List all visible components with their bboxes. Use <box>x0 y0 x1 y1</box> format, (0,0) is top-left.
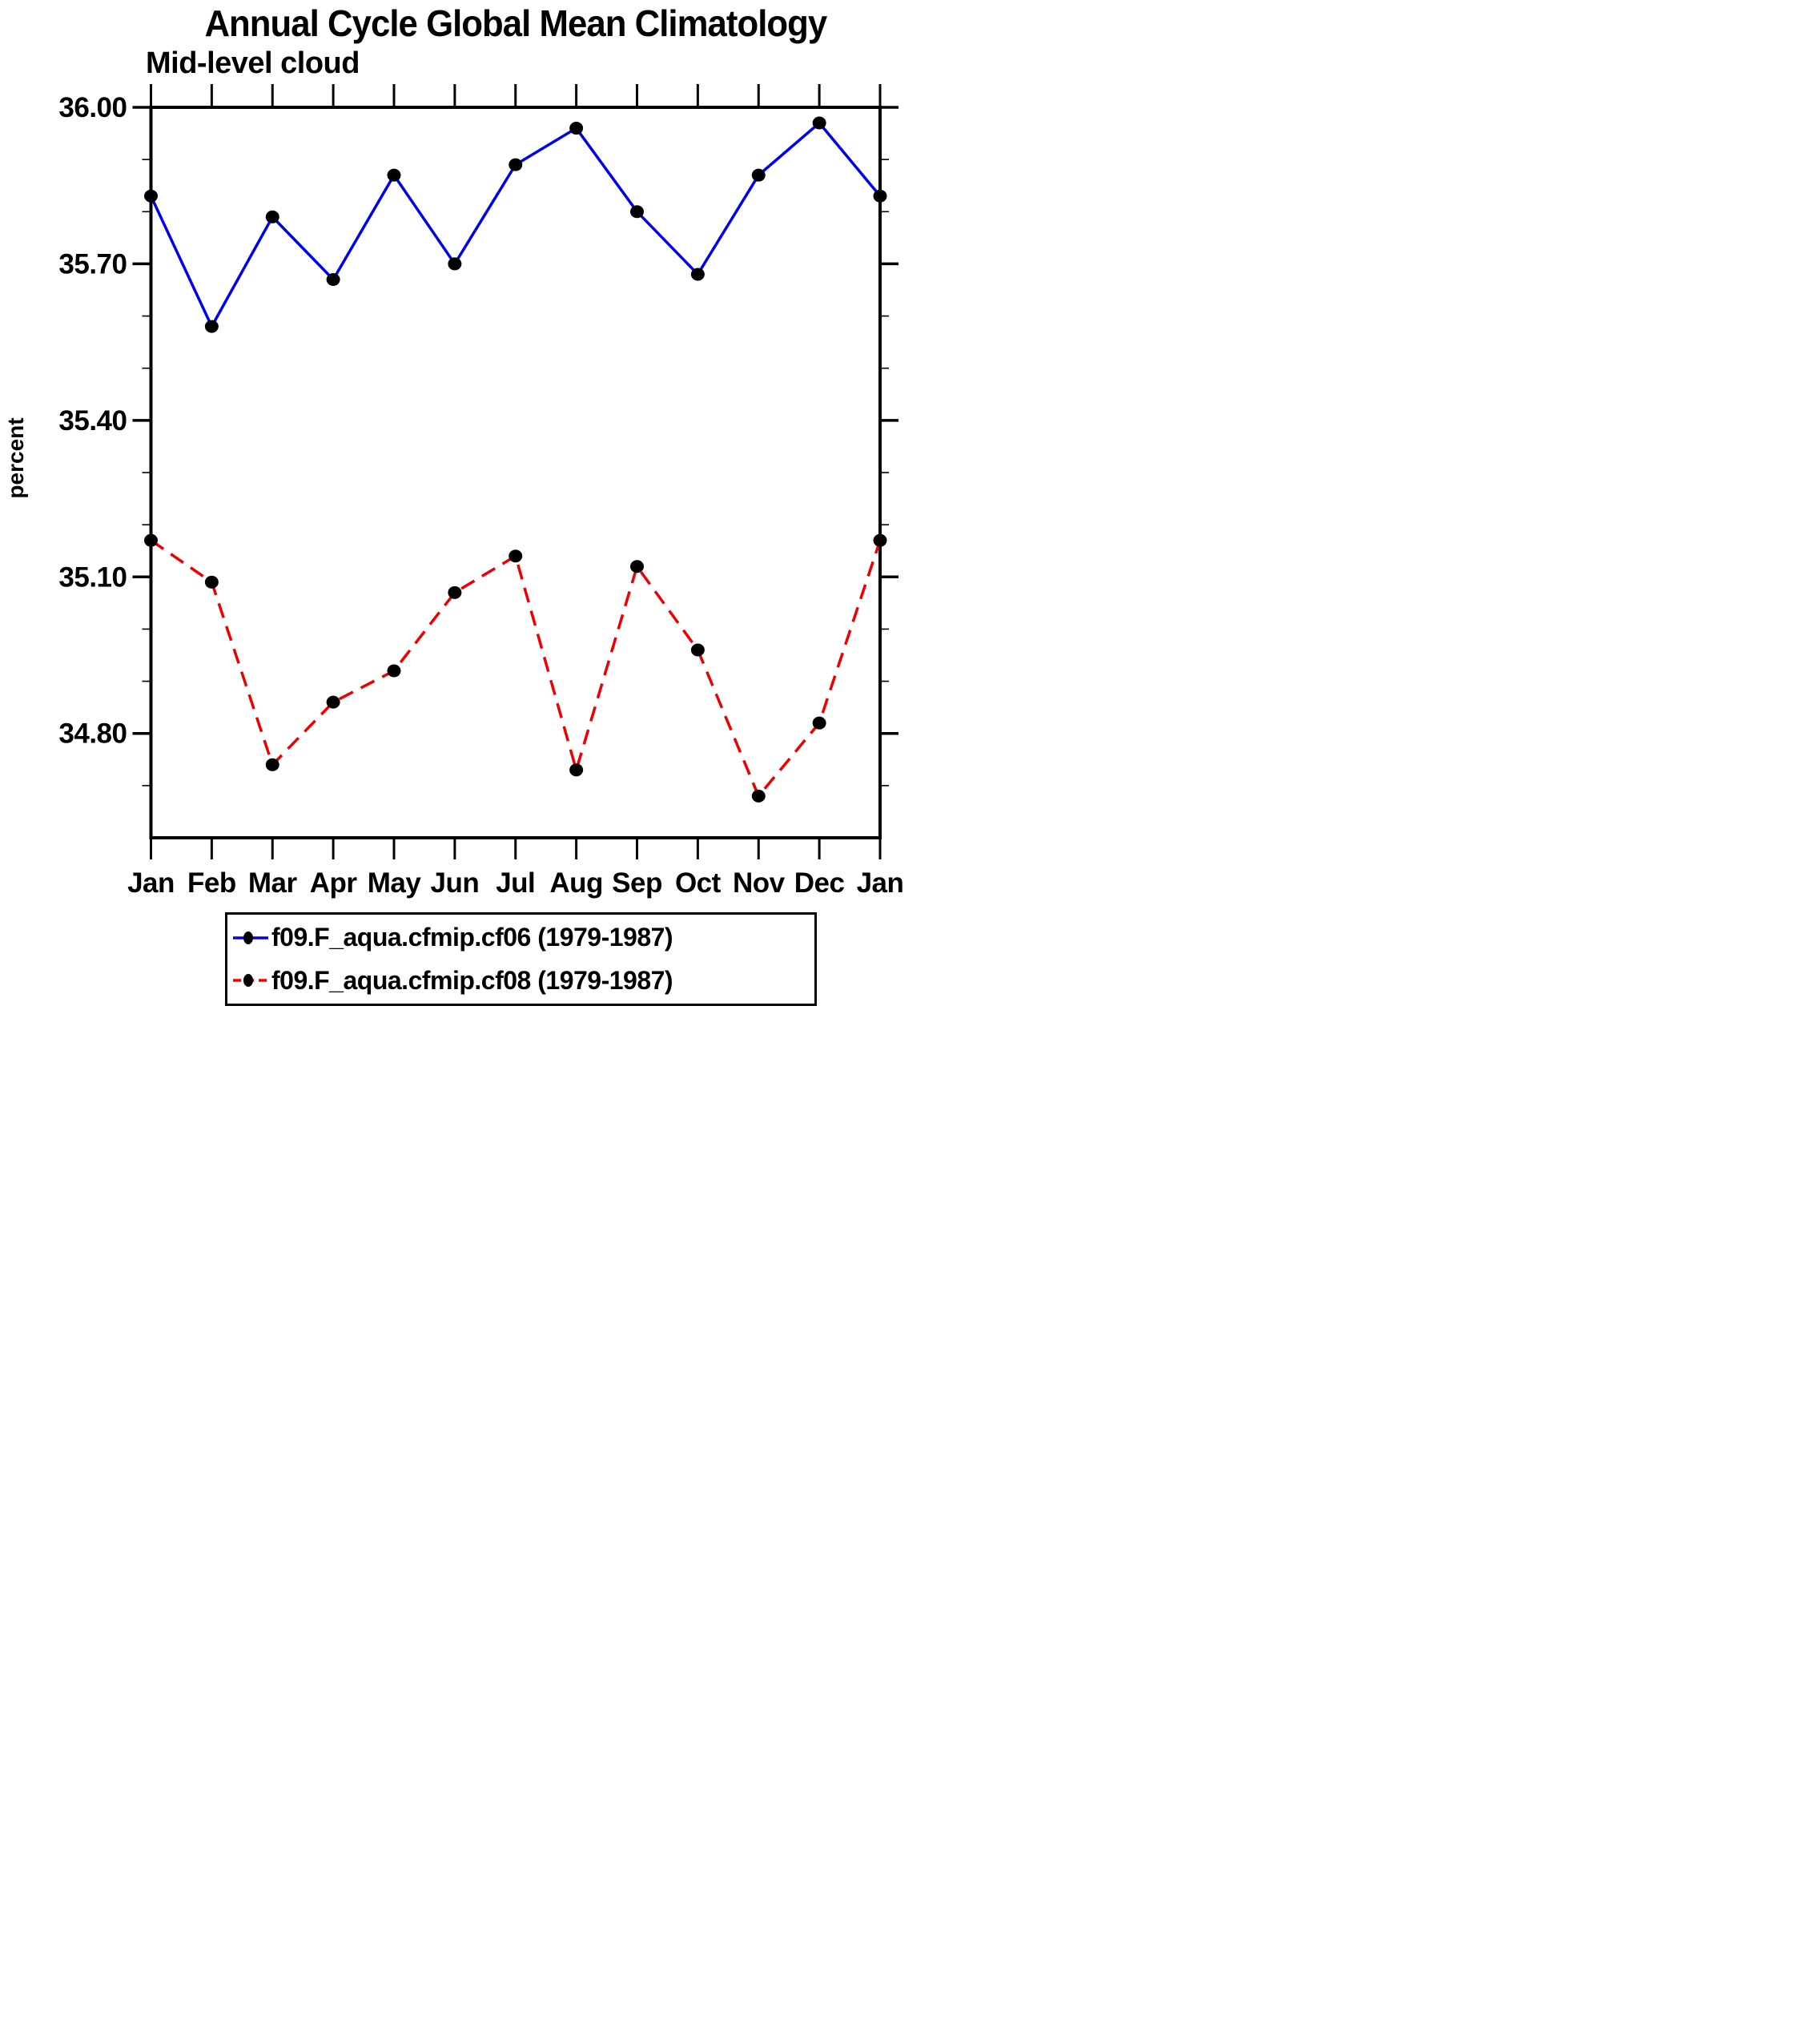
data-point-marker <box>265 210 279 223</box>
legend-line-sample-solid <box>233 931 268 944</box>
data-point-marker <box>387 664 401 678</box>
legend-row-cf08: f09.F_aqua.cfmip.cf08 (1979-1987) <box>232 961 814 1001</box>
data-point-marker <box>448 585 462 599</box>
x-axis-tick-label: Feb <box>187 867 236 899</box>
data-point-marker <box>204 575 219 589</box>
data-point-marker <box>569 763 584 777</box>
data-point-marker <box>204 320 219 333</box>
x-axis-tick-label: Jun <box>431 867 480 899</box>
data-point-marker <box>509 158 523 171</box>
data-point-marker <box>509 549 523 563</box>
y-axis-tick-label: 35.40 <box>58 405 127 437</box>
series-line-solid <box>149 121 882 330</box>
legend-marker-dot <box>243 974 253 988</box>
y-axis-tick-label: 36.00 <box>58 92 127 123</box>
data-point-marker <box>873 533 887 547</box>
legend-box: f09.F_aqua.cfmip.cf06 (1979-1987) f09.F_… <box>225 912 817 1006</box>
legend-label-cf08: f09.F_aqua.cfmip.cf08 (1979-1987) <box>271 965 673 995</box>
x-axis-tick-label: Aug <box>549 867 603 899</box>
data-point-marker <box>326 695 340 709</box>
legend-line-sample-dashed <box>233 974 268 988</box>
legend-row-cf06: f09.F_aqua.cfmip.cf06 (1979-1987) <box>232 918 814 958</box>
chart-subtitle: Mid-level cloud <box>146 46 360 80</box>
data-point-marker <box>751 789 766 803</box>
y-axis-tick-label: 34.80 <box>58 718 127 750</box>
data-point-marker <box>873 189 887 203</box>
data-point-marker <box>630 205 644 219</box>
data-point-marker <box>144 533 158 547</box>
x-axis-tick-label: Dec <box>794 867 845 899</box>
x-axis-tick-label: Mar <box>248 867 298 899</box>
data-point-marker <box>144 189 158 203</box>
x-axis-tick-label: Jan <box>127 867 175 899</box>
data-point-marker <box>387 168 401 182</box>
x-axis-tick-label: Apr <box>310 867 358 899</box>
x-axis-tick-label: Jan <box>857 867 902 899</box>
data-point-marker <box>751 168 766 182</box>
series-line-dashed <box>150 539 882 799</box>
y-axis-tick-label: 35.10 <box>58 561 127 593</box>
x-axis-tick-label: Sep <box>612 867 662 899</box>
data-point-marker <box>326 272 340 286</box>
data-point-marker <box>569 122 584 135</box>
data-point-marker <box>448 257 462 271</box>
chart-page: Annual Cycle Global Mean Climatology Mid… <box>0 0 902 1022</box>
data-point-marker <box>812 716 826 730</box>
y-axis-tick-label: 35.70 <box>58 248 127 280</box>
data-point-marker <box>812 116 826 130</box>
data-point-marker <box>690 268 705 281</box>
x-axis-tick-label: May <box>368 867 422 899</box>
data-point-marker <box>630 560 644 573</box>
legend-marker-dot <box>243 931 253 944</box>
data-point-marker <box>690 643 705 657</box>
x-axis-tick-label: Jul <box>496 867 535 899</box>
x-axis-tick-label: Oct <box>675 867 722 899</box>
x-axis-tick-label: Nov <box>733 867 786 899</box>
data-point-marker <box>265 758 279 771</box>
plot-area: Jan Feb Mar Apr May Jun Jul Aug Sep Oct Nov Dec Jan 3… <box>58 84 902 899</box>
chart-title: Annual Cycle Global Mean Climatology <box>204 2 827 44</box>
legend-label-cf06: f09.F_aqua.cfmip.cf06 (1979-1987) <box>271 923 673 952</box>
